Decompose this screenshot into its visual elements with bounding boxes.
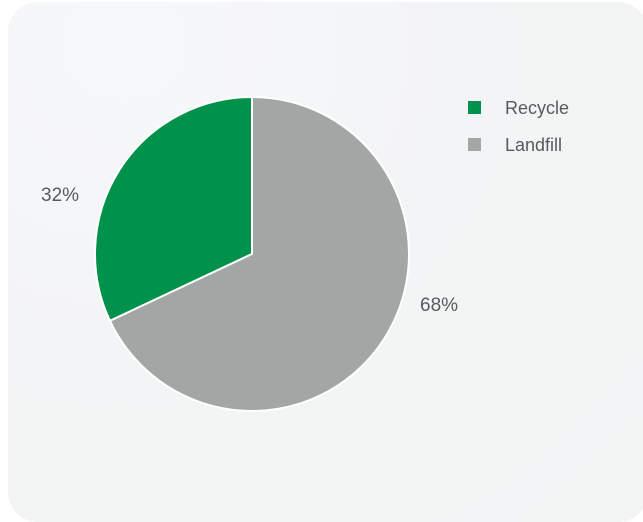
data-label-landfill: 68% <box>420 295 459 316</box>
legend-label-landfill: Landfill <box>505 135 563 155</box>
legend-swatch-landfill <box>468 138 481 151</box>
legend-label-recycle: Recycle <box>505 98 570 118</box>
pie-chart <box>94 95 410 412</box>
pie-slice-recycle <box>94 95 253 323</box>
pie-slice-landfill <box>108 95 410 412</box>
legend-swatch-recycle <box>468 101 481 114</box>
data-label-recycle: 32% <box>41 185 80 206</box>
